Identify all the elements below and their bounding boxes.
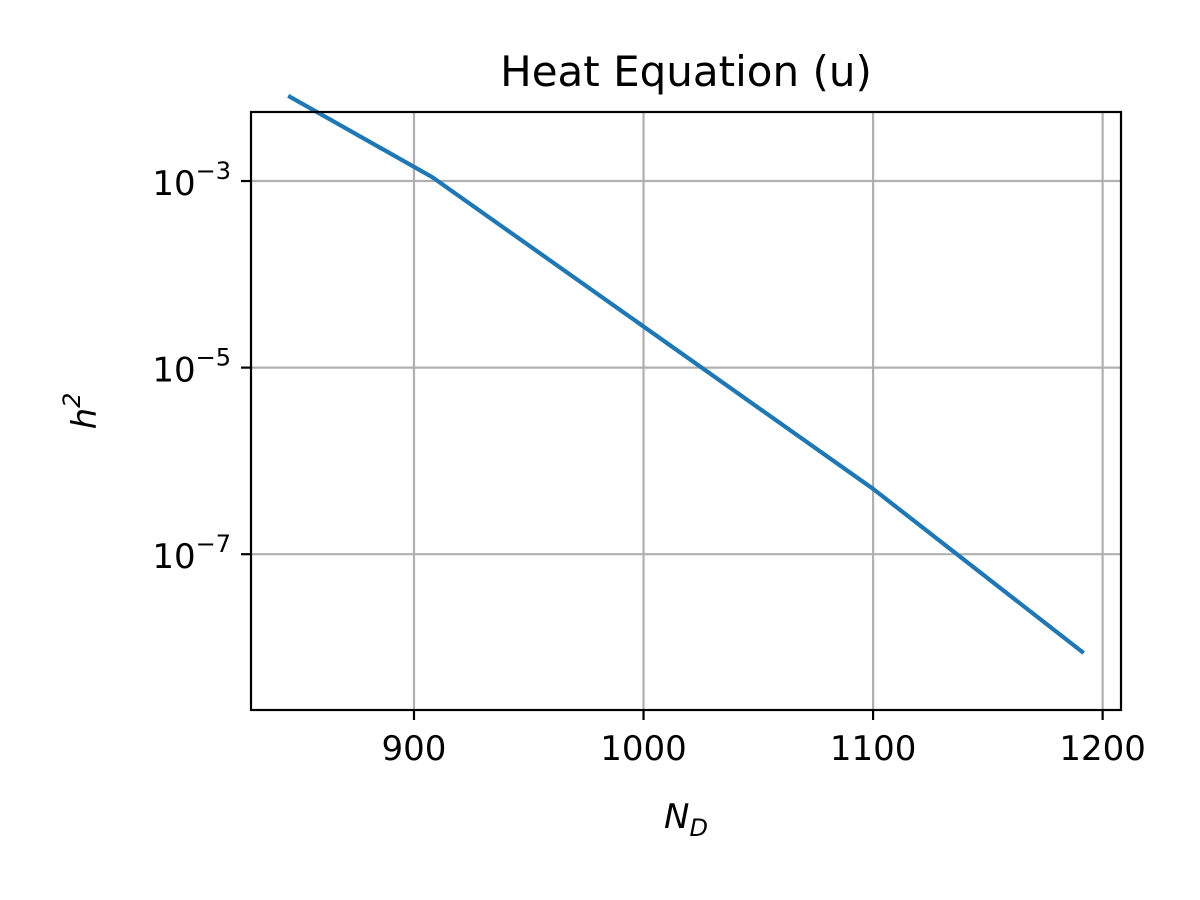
x-tick-label: 900 xyxy=(382,729,447,769)
y-tick-label-exponent: −3 xyxy=(196,157,231,185)
series-line-0 xyxy=(287,93,1085,655)
axis-ticks xyxy=(241,179,1104,720)
y-tick-label: 10−5 xyxy=(152,344,231,391)
y-axis-label-superscript: 2 xyxy=(58,393,86,408)
series-layer xyxy=(287,93,1085,655)
grid-lines xyxy=(251,112,1121,710)
x-axis-label-subscript: D xyxy=(689,814,707,842)
y-tick-label-exponent: −7 xyxy=(196,530,231,558)
x-tick-label: 1200 xyxy=(1059,729,1146,769)
x-axis-label: ND xyxy=(664,797,708,842)
x-axis-label-base: N xyxy=(664,797,689,837)
y-axis-label: h2 xyxy=(58,393,105,430)
y-tick-label: 10−3 xyxy=(152,157,231,204)
y-tick-label-base: 10 xyxy=(152,351,195,391)
x-tick-label: 1000 xyxy=(600,729,687,769)
y-tick-label-base: 10 xyxy=(152,164,195,204)
plot-area-frame xyxy=(249,110,1123,712)
y-tick-label-exponent: −5 xyxy=(196,344,231,372)
y-tick-label-base: 10 xyxy=(152,537,195,577)
y-tick-label: 10−7 xyxy=(152,530,231,577)
chart-title: Heat Equation (u) xyxy=(500,47,872,96)
x-tick-label: 1100 xyxy=(830,729,917,769)
y-axis-label-base: h xyxy=(65,408,105,430)
